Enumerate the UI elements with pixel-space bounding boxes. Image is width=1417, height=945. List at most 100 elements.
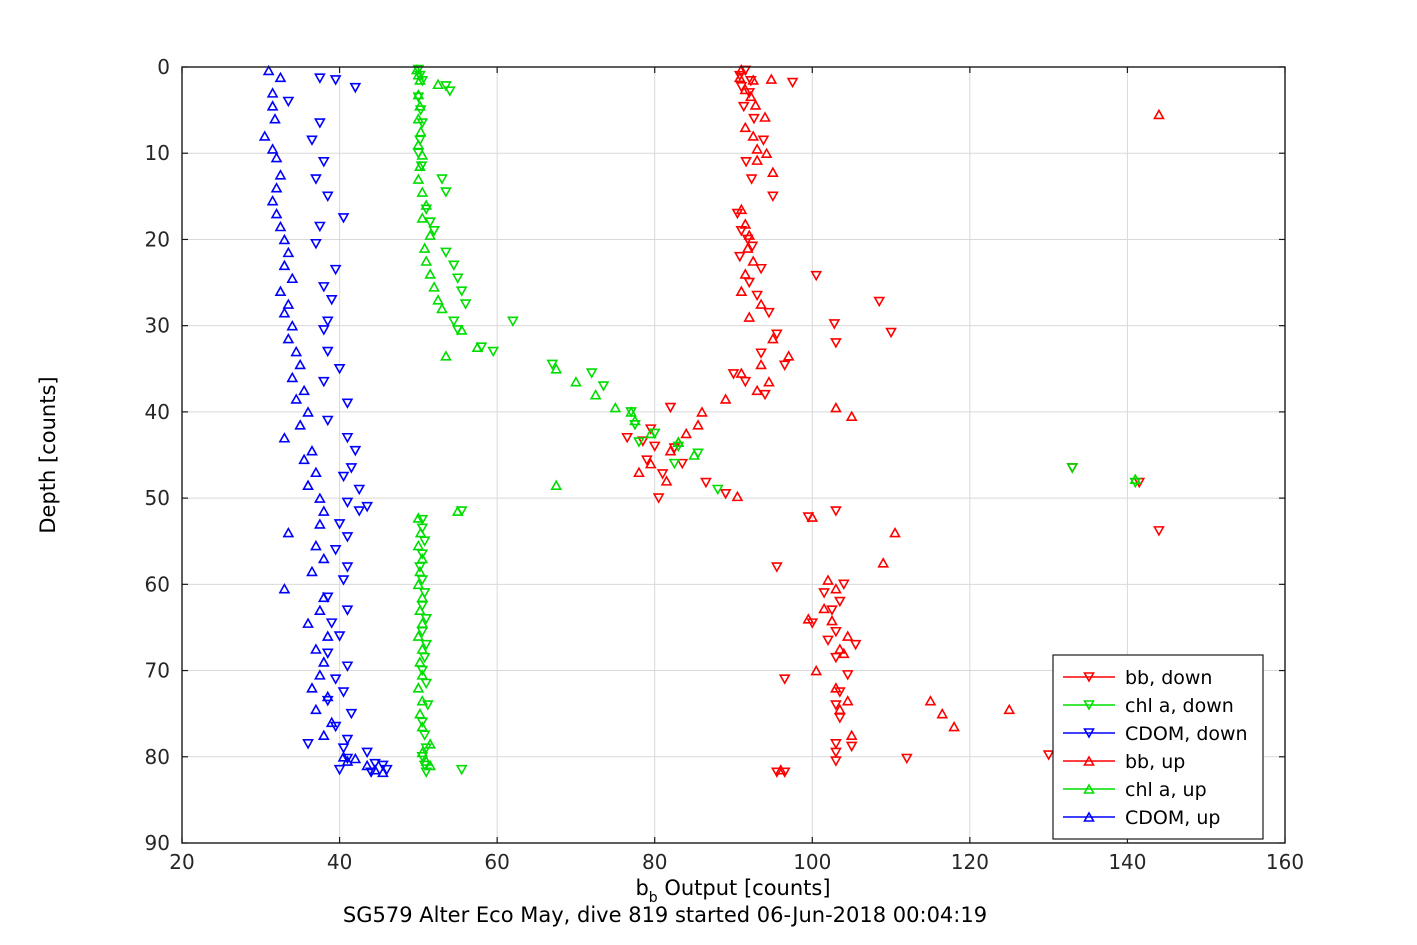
data-point	[688, 449, 700, 460]
data-point	[298, 384, 310, 396]
data-point	[274, 285, 287, 296]
data-point	[424, 229, 437, 240]
legend-label: bb, down	[1125, 667, 1212, 689]
data-point	[900, 753, 913, 765]
data-point	[317, 282, 330, 293]
data-point	[270, 182, 283, 193]
legend-box[interactable]	[1052, 654, 1264, 840]
data-point	[743, 311, 756, 322]
data-point	[412, 92, 425, 103]
data-point	[810, 270, 823, 282]
data-point	[828, 319, 841, 330]
data-point	[333, 363, 346, 375]
data-point	[416, 591, 429, 603]
data-point	[849, 639, 862, 651]
data-point	[414, 708, 426, 719]
data-point	[759, 389, 771, 401]
data-point	[585, 368, 598, 379]
data-point	[314, 669, 326, 680]
y-tick-label: 60	[145, 572, 170, 596]
data-point	[782, 350, 795, 361]
data-point	[733, 71, 746, 83]
data-point	[640, 455, 653, 466]
data-point	[774, 764, 787, 775]
data-point	[455, 324, 468, 335]
data-point	[310, 174, 322, 185]
data-point	[432, 294, 444, 305]
data-point	[664, 445, 677, 456]
data-point	[258, 130, 271, 141]
data-point	[826, 614, 838, 626]
data-point	[727, 369, 740, 380]
y-tick-label: 70	[145, 659, 170, 683]
data-point	[751, 154, 764, 165]
data-point	[845, 729, 858, 741]
data-point	[412, 578, 425, 590]
data-point	[471, 341, 484, 353]
data-point	[414, 526, 427, 538]
data-point	[306, 565, 318, 577]
data-point	[436, 174, 448, 185]
data-point	[369, 758, 381, 770]
data-point	[830, 338, 842, 349]
data-point	[329, 545, 342, 556]
data-point	[341, 532, 354, 543]
legend-label: chl a, up	[1125, 779, 1207, 801]
data-point	[424, 759, 437, 771]
data-point	[274, 71, 287, 83]
data-point	[745, 174, 758, 185]
data-point	[278, 432, 291, 443]
data-point	[317, 729, 330, 741]
data-point	[325, 716, 338, 728]
data-point	[321, 630, 334, 641]
legend-marker-icon	[1083, 783, 1095, 794]
data-point	[337, 575, 350, 586]
data-point	[770, 767, 783, 778]
data-point	[833, 596, 846, 608]
data-point	[889, 526, 901, 538]
data-point	[755, 298, 767, 309]
data-point	[428, 281, 440, 292]
data-points	[258, 63, 1165, 778]
data-point	[765, 73, 778, 84]
data-point	[743, 229, 756, 240]
data-point	[432, 78, 444, 90]
data-point	[414, 126, 427, 137]
data-point	[447, 260, 460, 271]
data-point	[317, 157, 330, 168]
data-point	[416, 669, 429, 680]
legend[interactable]: bb, down chl a, down CDOM, down bb, up chl a…	[1052, 654, 1264, 840]
data-point	[719, 489, 732, 500]
data-point	[294, 419, 307, 430]
data-point	[447, 316, 460, 327]
data-point	[337, 213, 350, 224]
data-point	[377, 766, 389, 778]
data-point	[747, 74, 760, 85]
data-point	[317, 325, 330, 336]
series-cdom-down	[282, 73, 393, 778]
y-tick-label: 10	[145, 141, 170, 165]
data-point	[731, 490, 744, 502]
data-point	[420, 639, 433, 651]
legend-marker-icon	[1083, 728, 1095, 739]
data-point	[274, 220, 287, 232]
data-point	[341, 497, 354, 509]
data-point	[314, 604, 326, 615]
data-point	[570, 376, 582, 387]
data-point	[696, 406, 708, 417]
data-point	[747, 255, 760, 266]
data-point	[302, 479, 314, 490]
data-point	[314, 492, 326, 503]
data-point	[302, 617, 314, 628]
chart-subtitle: SG579 Alter Eco May, dive 819 started 06…	[343, 903, 987, 927]
data-point	[455, 286, 468, 297]
data-point	[416, 514, 429, 526]
data-point	[459, 299, 472, 310]
data-point	[310, 539, 322, 551]
data-point	[329, 264, 342, 276]
data-point	[822, 574, 834, 585]
data-point	[321, 191, 334, 202]
data-point	[760, 147, 773, 159]
y-tick-label: 20	[145, 227, 170, 251]
